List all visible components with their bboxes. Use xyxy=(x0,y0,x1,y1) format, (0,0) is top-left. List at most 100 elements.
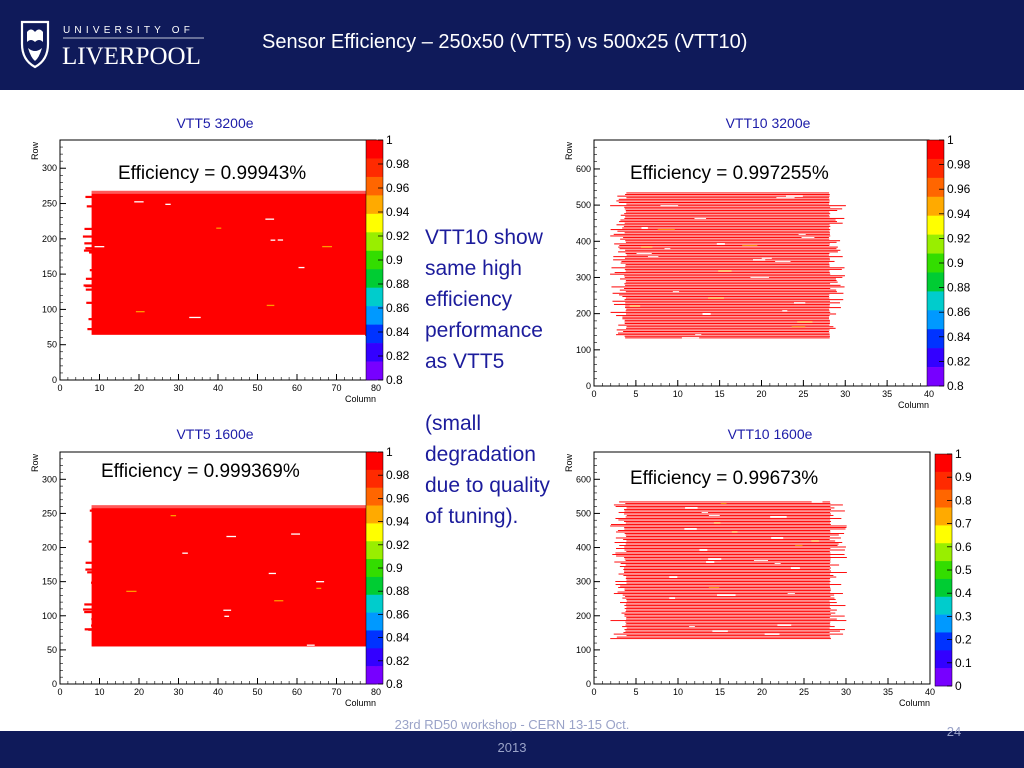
row-strip xyxy=(625,249,841,251)
pixel-defect xyxy=(669,597,676,599)
pixel-defect xyxy=(135,311,145,313)
colorbar-swatch xyxy=(935,578,952,598)
pixel-defect xyxy=(134,201,144,203)
pixel-defect xyxy=(750,276,770,278)
row-strip xyxy=(611,267,845,269)
row-strip xyxy=(625,564,840,566)
edge-pixel xyxy=(85,247,95,250)
row-strip xyxy=(626,192,830,194)
y-tick-label: 300 xyxy=(576,577,591,587)
pixel-defect xyxy=(785,195,803,197)
colorbar-label: 0.6 xyxy=(955,540,972,554)
x-tick-label: 5 xyxy=(633,389,638,399)
colorbar-swatch xyxy=(366,487,383,506)
colorbar-label: 0.82 xyxy=(386,349,410,363)
row-strip xyxy=(616,636,831,638)
colorbar-label: 0.5 xyxy=(955,563,972,577)
colorbar-label: 0.4 xyxy=(955,586,972,600)
colorbar-label: 1 xyxy=(955,447,962,461)
comment-line: (small xyxy=(425,412,481,435)
row-strip xyxy=(618,202,830,203)
row-strip xyxy=(624,206,831,208)
pixel-defect xyxy=(774,563,781,564)
colorbar-swatch xyxy=(366,195,383,215)
edge-pixel xyxy=(85,195,95,199)
colorbar-swatch xyxy=(935,489,952,508)
colorbar-swatch xyxy=(366,158,383,178)
row-strip xyxy=(626,203,830,205)
edge-pixel xyxy=(84,603,95,606)
row-strip xyxy=(626,635,830,637)
row-strip xyxy=(613,256,843,258)
pixel-defect xyxy=(695,334,702,336)
row-strip xyxy=(624,268,842,270)
colorbar-swatch xyxy=(366,306,383,325)
edge-pixel xyxy=(84,242,95,245)
y-tick-label: 200 xyxy=(576,611,591,621)
y-tick-label: 500 xyxy=(576,200,591,210)
colorbar-swatch xyxy=(366,361,383,381)
row-strip xyxy=(624,319,830,321)
y-tick-label: 600 xyxy=(576,474,591,484)
slide-footer-bar xyxy=(0,731,1024,768)
row-strip xyxy=(618,324,830,326)
row-strip xyxy=(610,229,831,231)
x-tick-label: 35 xyxy=(882,389,892,399)
pixel-defect xyxy=(706,561,715,563)
y-tick-label: 0 xyxy=(52,679,57,689)
row-strip xyxy=(620,262,830,264)
row-strip xyxy=(622,626,835,628)
colorbar-label: 0.94 xyxy=(386,515,410,529)
row-strip xyxy=(618,511,831,513)
pixel-defect xyxy=(640,246,653,248)
row-strip xyxy=(618,221,838,223)
colorbar-label: 0.9 xyxy=(947,256,964,270)
y-tick-label: 100 xyxy=(576,645,591,655)
row-strip xyxy=(623,225,831,227)
row-strip xyxy=(611,523,831,525)
row-strip xyxy=(624,257,830,259)
pixel-defect xyxy=(716,243,725,245)
pixel-defect xyxy=(776,197,795,199)
y-tick-label: 250 xyxy=(42,508,57,518)
row-strip xyxy=(626,308,830,310)
row-strip xyxy=(626,536,830,537)
row-strip xyxy=(625,264,830,266)
edge-pixel xyxy=(86,301,95,304)
row-strip xyxy=(625,305,830,307)
colorbar-label: 0.8 xyxy=(947,379,964,393)
pixel-defect xyxy=(717,594,736,596)
row-strip xyxy=(620,238,830,240)
y-tick-label: 50 xyxy=(47,645,57,655)
row-strip xyxy=(625,265,830,267)
row-strip xyxy=(626,576,837,578)
crest-icon xyxy=(20,20,50,69)
x-tick-label: 60 xyxy=(292,383,302,393)
colorbar-label: 0.94 xyxy=(386,205,410,219)
pixel-defect xyxy=(291,533,301,535)
pixel-defect xyxy=(797,321,813,323)
colorbar: 1 0.98 0.96 0.94 0.92 0.9 0.88 0.86 0.84 0.82 0.8 xyxy=(365,134,410,387)
pixel-defect xyxy=(224,615,230,617)
row-strip xyxy=(614,561,831,563)
row-strip xyxy=(623,539,830,540)
pixel-defect xyxy=(669,576,678,578)
row-strip xyxy=(616,329,830,331)
x-tick-label: 10 xyxy=(673,687,683,697)
colorbar-swatch xyxy=(366,343,383,362)
efficiency-label-vtt10-3200e: Efficiency = 0.997255% xyxy=(630,163,829,184)
pixel-defect xyxy=(226,535,237,538)
heatmap-vtt10-3200e: 0 5 10 15 20 25 30 35 400100200300400500600Colum… xyxy=(564,134,971,410)
row-strip xyxy=(626,606,830,608)
pixel-defect xyxy=(742,245,758,246)
row-strip xyxy=(624,510,845,512)
row-strip xyxy=(625,534,839,536)
pixel-defect xyxy=(699,549,708,551)
colorbar-swatch xyxy=(927,367,944,387)
row-strip xyxy=(622,318,830,320)
pixel-defect xyxy=(720,502,727,504)
pixel-defect xyxy=(753,560,768,561)
pixel-defect xyxy=(694,217,707,219)
pixel-defect xyxy=(764,633,780,635)
colorbar-label: 0.82 xyxy=(386,654,410,668)
